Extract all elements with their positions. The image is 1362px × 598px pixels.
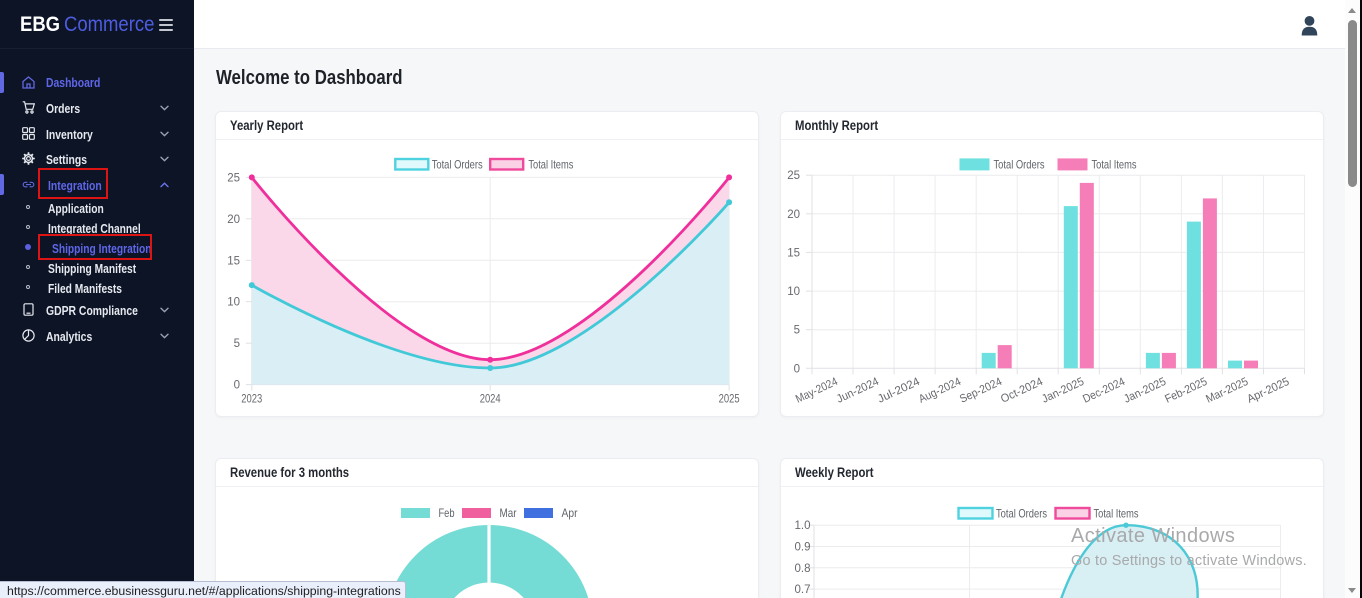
svg-text:20: 20 [787,209,800,221]
svg-text:5: 5 [794,325,800,337]
svg-text:2023: 2023 [241,394,262,406]
svg-text:Mar-2025: Mar-2025 [1204,376,1250,406]
svg-text:Dec-2024: Dec-2024 [1081,376,1127,406]
svg-text:Total Orders: Total Orders [996,507,1047,521]
svg-text:Feb-2025: Feb-2025 [1163,376,1209,406]
svg-text:2024: 2024 [480,394,501,406]
svg-text:Sep-2024: Sep-2024 [958,376,1004,406]
svg-text:Total Items: Total Items [528,158,573,172]
svg-text:Total Orders: Total Orders [432,158,483,172]
svg-text:Apr-2025: Apr-2025 [1245,376,1291,406]
svg-text:20: 20 [227,214,240,226]
svg-text:Total Items: Total Items [1094,507,1139,521]
svg-text:15: 15 [227,255,240,267]
svg-text:0.8: 0.8 [795,563,811,575]
svg-text:0.7: 0.7 [795,584,811,596]
svg-text:Total Orders: Total Orders [994,158,1045,172]
svg-text:Oct-2024: Oct-2024 [999,376,1045,406]
svg-text:Feb: Feb [439,506,455,520]
svg-text:Aug-2024: Aug-2024 [917,376,963,406]
svg-text:Jul-2024: Jul-2024 [876,376,922,406]
svg-text:25: 25 [227,172,240,184]
svg-text:15: 15 [787,247,800,259]
svg-text:Jan-2025: Jan-2025 [1122,376,1168,406]
svg-text:25: 25 [787,170,800,182]
svg-text:5: 5 [234,338,240,350]
svg-text:May-2024: May-2024 [794,376,840,406]
svg-text:Apr: Apr [562,506,578,520]
svg-text:Mar: Mar [500,506,517,520]
svg-text:0: 0 [234,380,240,392]
svg-text:0: 0 [794,363,800,375]
svg-text:2025: 2025 [719,394,740,406]
svg-text:Total Items: Total Items [1092,158,1137,172]
svg-text:10: 10 [787,286,800,298]
svg-text:0.9: 0.9 [795,542,811,554]
svg-text:1.0: 1.0 [795,520,811,532]
svg-text:Jan-2025: Jan-2025 [1040,376,1086,406]
svg-text:Jun-2024: Jun-2024 [835,376,881,406]
svg-text:10: 10 [227,297,240,309]
